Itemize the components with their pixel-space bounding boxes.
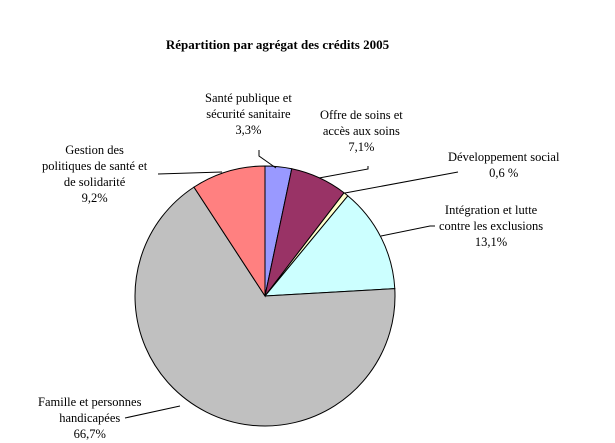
label-value: 66,7% bbox=[73, 427, 106, 441]
leader-lines bbox=[124, 150, 459, 419]
label-text: contre les exclusions bbox=[439, 219, 544, 233]
label-gestion: Gestion des politiques de santé et de so… bbox=[42, 142, 147, 206]
label-text: Gestion des bbox=[65, 143, 124, 157]
label-text: Intégration et lutte bbox=[444, 203, 538, 217]
label-value: 13,1% bbox=[474, 235, 508, 249]
label-value: 3,3% bbox=[235, 123, 262, 137]
pie-slice-5 bbox=[193, 165, 266, 298]
label-integration: Intégration et lutte contre les exclusio… bbox=[439, 202, 543, 250]
leader-line-sante bbox=[258, 150, 277, 169]
label-text: Offre de soins et bbox=[320, 108, 403, 122]
label-famille: Famille et personnes handicapées 66,7% bbox=[38, 394, 141, 442]
leader-line-famille bbox=[124, 405, 181, 419]
leader-line-developpement bbox=[344, 171, 459, 194]
label-text: Santé publique et bbox=[205, 91, 292, 105]
label-sante: Santé publique et sécurité sanitaire 3,3… bbox=[205, 90, 292, 138]
label-offre: Offre de soins et accès aux soins 7,1% bbox=[320, 107, 403, 155]
leader-line-gestion bbox=[157, 171, 223, 175]
label-text: de solidarité bbox=[63, 175, 126, 189]
pie-slice-3 bbox=[263, 195, 396, 297]
label-text: politiques de santé et bbox=[42, 159, 148, 173]
leader-line-offre bbox=[318, 166, 369, 179]
label-developpement: Développement social 0,6 % bbox=[448, 149, 559, 181]
leader-line-integration bbox=[380, 225, 435, 237]
label-text: Développement social bbox=[448, 150, 560, 164]
pie-slice-4 bbox=[134, 186, 396, 427]
label-value: 7,1% bbox=[348, 140, 375, 154]
label-text: accès aux soins bbox=[322, 124, 400, 138]
label-text: sécurité sanitaire bbox=[206, 107, 291, 121]
chart-title: Répartition par agrégat des crédits 2005 bbox=[165, 37, 390, 52]
label-value: 9,2% bbox=[81, 191, 108, 205]
label-text: Famille et personnes bbox=[38, 395, 142, 409]
label-text: handicapées bbox=[59, 411, 121, 425]
label-value: 0,6 % bbox=[489, 166, 519, 180]
